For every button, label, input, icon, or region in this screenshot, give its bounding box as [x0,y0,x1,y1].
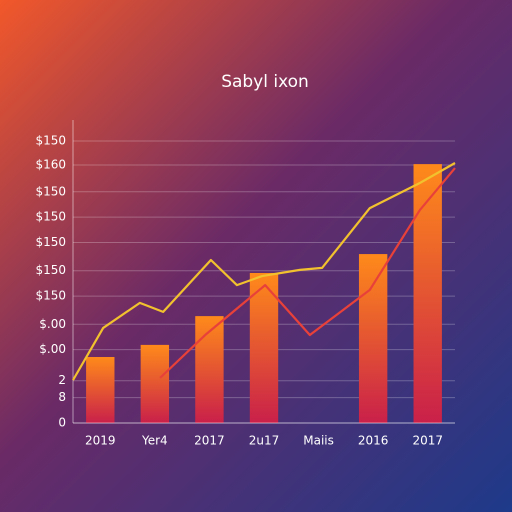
bar [413,164,442,423]
y-tick-label: $150 [35,263,66,277]
x-tick-label: 2017 [194,434,225,448]
x-tick-label: 2019 [85,434,116,448]
line [72,162,456,381]
y-tick-label: 2 [58,373,66,387]
line [159,167,456,379]
x-tick-label: Maiis [303,434,334,448]
x-tick-label: 2u17 [249,434,280,448]
y-tick-label: $150 [35,235,66,249]
chart-title: Sabyl ixon [221,72,309,92]
bar [249,272,279,423]
bar [358,254,388,423]
x-tick-label: Yer4 [141,434,168,448]
y-tick-label: $150 [35,134,66,148]
bar [195,316,224,423]
y-tick-label: $150 [35,210,66,224]
y-tick-label: $.00 [39,317,66,331]
y-tick-label: $150 [35,289,66,303]
bar [86,357,115,423]
y-tick-label: $.00 [39,342,66,356]
y-tick-label: 0 [58,416,66,430]
y-tick-label: $160 [35,157,66,171]
x-tick-label: 2017 [412,434,443,448]
x-tick-label: 2016 [358,434,389,448]
y-tick-label: 8 [58,390,66,404]
bar [140,344,170,423]
y-tick-label: $150 [35,184,66,198]
